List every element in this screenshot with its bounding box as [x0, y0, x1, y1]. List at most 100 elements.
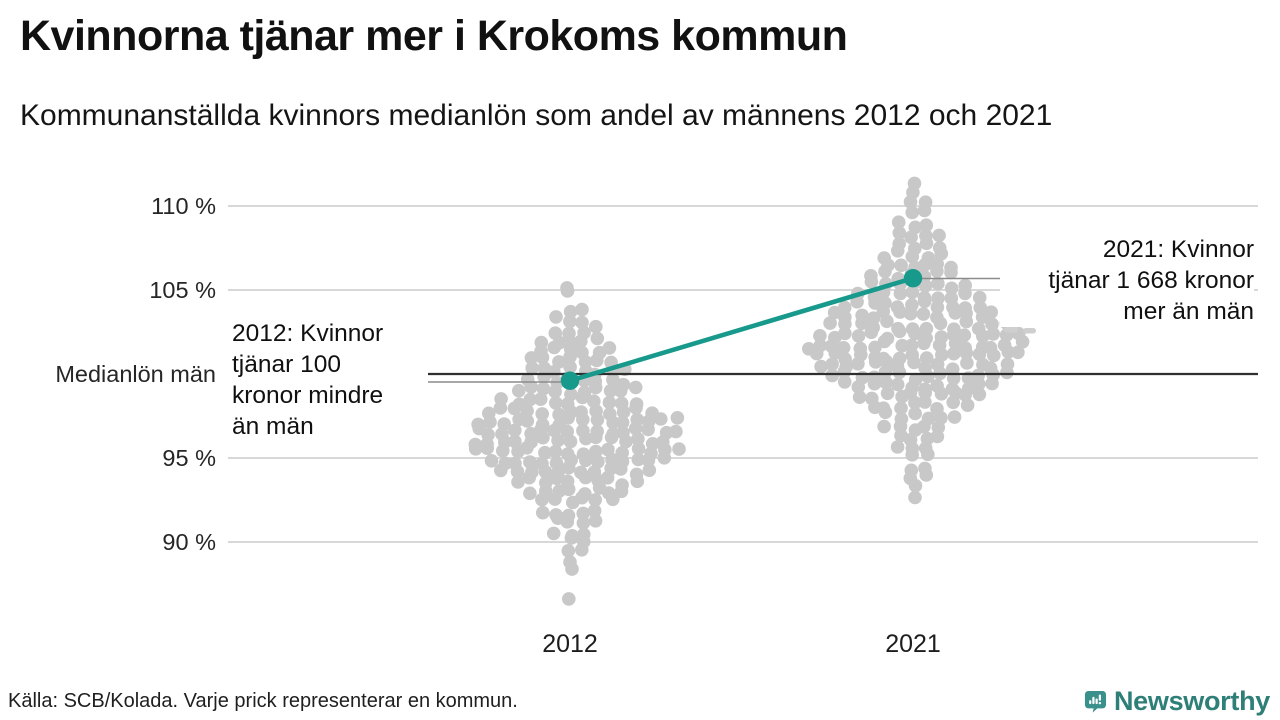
municipality-dot	[985, 376, 999, 391]
municipality-dot	[828, 346, 842, 360]
municipality-dot	[837, 365, 851, 379]
municipality-dot	[959, 314, 974, 329]
annotation-2012-line: än män	[232, 413, 314, 440]
municipality-dot	[892, 365, 907, 380]
municipality-dot	[919, 236, 934, 251]
municipality-dot	[563, 434, 578, 449]
municipality-dot	[551, 511, 565, 525]
municipality-dot	[630, 474, 645, 489]
municipality-dot	[669, 424, 683, 439]
municipality-dot	[813, 329, 827, 343]
municipality-dot	[986, 327, 1000, 341]
municipality-dot	[523, 392, 537, 407]
municipality-dot	[890, 440, 905, 454]
municipality-dot	[533, 392, 548, 407]
municipality-dot	[590, 331, 605, 346]
municipality-dot	[1011, 345, 1025, 360]
municipality-dot	[960, 398, 975, 413]
municipality-dot	[538, 445, 552, 460]
municipality-dot	[823, 316, 837, 330]
municipality-dot	[894, 428, 908, 443]
municipality-dot	[631, 432, 645, 446]
municipality-dot	[905, 285, 920, 300]
municipality-dot	[868, 296, 882, 310]
municipality-dot	[512, 412, 526, 427]
x-axis-label-2021: 2021	[885, 630, 941, 658]
municipality-dot	[916, 307, 931, 321]
municipality-dot	[672, 442, 686, 456]
municipality-dot	[670, 411, 685, 425]
municipality-dot	[958, 286, 972, 301]
municipality-dot	[587, 503, 602, 518]
partial-dot-dash	[1023, 328, 1036, 334]
municipality-dot	[548, 444, 563, 459]
municipality-dot	[877, 419, 891, 434]
municipality-dot	[549, 471, 564, 486]
municipality-dot	[905, 249, 920, 264]
municipality-dot	[894, 401, 908, 416]
municipality-dot	[536, 430, 550, 445]
municipality-dot	[933, 316, 948, 331]
municipality-dot	[535, 407, 549, 421]
municipality-dot	[563, 350, 577, 364]
municipality-dot	[483, 415, 497, 429]
municipality-dot	[603, 384, 618, 398]
newsworthy-wordmark: Newsworthy	[1113, 685, 1270, 716]
annotation-2021-line: mer än män	[1123, 298, 1254, 325]
municipality-dot	[944, 265, 958, 280]
municipality-dot	[958, 388, 972, 402]
municipality-dot	[480, 441, 495, 456]
municipality-dot	[511, 444, 525, 459]
municipality-dot	[631, 441, 646, 456]
partial-dot-dash	[1004, 327, 1018, 333]
municipality-dot	[524, 380, 538, 394]
y-tick-label-medianlon-man: Medianlön män	[55, 361, 216, 387]
municipality-dot	[895, 338, 909, 353]
annotation-2012: 2012: Kvinnor tjänar 100 kronor mindre ä…	[228, 318, 428, 442]
municipality-dot	[628, 421, 643, 436]
municipality-dot	[957, 328, 972, 343]
municipality-dot	[560, 284, 575, 298]
municipality-dot	[575, 490, 589, 505]
municipality-dot	[864, 325, 879, 340]
municipality-dot	[827, 305, 842, 320]
municipality-dot	[472, 421, 487, 436]
municipality-dot	[850, 295, 864, 309]
municipality-dot	[809, 346, 824, 361]
municipality-dot	[851, 329, 866, 343]
municipality-dot	[907, 355, 921, 370]
municipality-dot	[606, 372, 620, 387]
source-note: Källa: SCB/Kolada. Varje prick represent…	[8, 690, 518, 712]
municipality-dot	[538, 465, 553, 479]
municipality-dot	[851, 357, 865, 371]
municipality-dot	[511, 475, 525, 489]
municipality-dot	[917, 336, 931, 351]
municipality-dot	[548, 384, 562, 399]
municipality-dot	[522, 470, 536, 485]
municipality-dot	[507, 401, 522, 416]
municipality-dot	[563, 360, 577, 374]
municipality-dot	[878, 405, 893, 420]
municipality-dot	[918, 395, 932, 409]
municipality-dot	[919, 468, 934, 482]
municipality-dot	[890, 377, 905, 392]
municipality-dot	[837, 300, 852, 315]
municipality-dot	[588, 380, 603, 395]
municipality-dot	[523, 486, 537, 501]
y-tick-label-110: 110 %	[151, 193, 216, 219]
municipality-dot	[575, 543, 589, 557]
municipality-dot	[904, 230, 918, 245]
municipality-dot	[546, 526, 561, 541]
municipality-dot	[602, 341, 617, 355]
municipality-dot	[576, 516, 591, 530]
municipality-dot	[934, 387, 949, 401]
municipality-dot	[484, 454, 499, 468]
municipality-dot	[549, 310, 563, 324]
municipality-dot	[589, 430, 603, 445]
y-tick-label-95: 95 %	[162, 445, 216, 471]
municipality-dot	[972, 290, 987, 305]
municipality-dot	[606, 492, 620, 507]
municipality-dot	[579, 431, 593, 446]
